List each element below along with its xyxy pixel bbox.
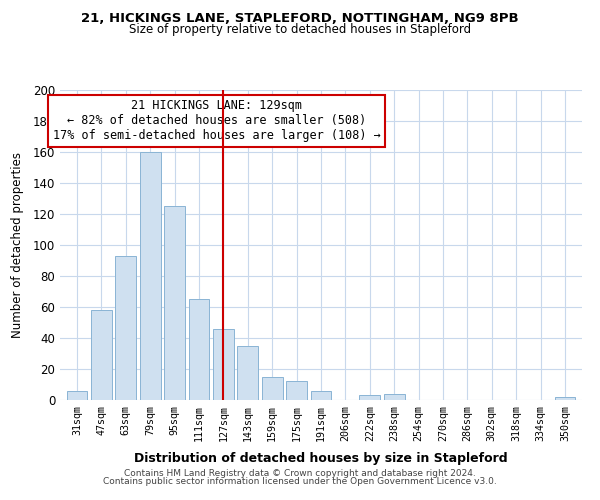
Text: Contains HM Land Registry data © Crown copyright and database right 2024.: Contains HM Land Registry data © Crown c… bbox=[124, 468, 476, 477]
Bar bbox=[384, 394, 404, 400]
Bar bbox=[188, 299, 209, 400]
X-axis label: Distribution of detached houses by size in Stapleford: Distribution of detached houses by size … bbox=[134, 452, 508, 465]
Bar bbox=[213, 328, 234, 400]
Text: Size of property relative to detached houses in Stapleford: Size of property relative to detached ho… bbox=[129, 22, 471, 36]
Y-axis label: Number of detached properties: Number of detached properties bbox=[11, 152, 25, 338]
Bar bbox=[115, 256, 136, 400]
Bar bbox=[262, 377, 283, 400]
Bar bbox=[238, 346, 258, 400]
Bar bbox=[311, 390, 331, 400]
Text: 21, HICKINGS LANE, STAPLEFORD, NOTTINGHAM, NG9 8PB: 21, HICKINGS LANE, STAPLEFORD, NOTTINGHA… bbox=[81, 12, 519, 26]
Bar bbox=[67, 390, 88, 400]
Text: 21 HICKINGS LANE: 129sqm
← 82% of detached houses are smaller (508)
17% of semi-: 21 HICKINGS LANE: 129sqm ← 82% of detach… bbox=[53, 100, 380, 142]
Bar bbox=[91, 310, 112, 400]
Bar bbox=[140, 152, 161, 400]
Bar bbox=[359, 396, 380, 400]
Bar bbox=[554, 397, 575, 400]
Text: Contains public sector information licensed under the Open Government Licence v3: Contains public sector information licen… bbox=[103, 477, 497, 486]
Bar bbox=[164, 206, 185, 400]
Bar bbox=[286, 382, 307, 400]
